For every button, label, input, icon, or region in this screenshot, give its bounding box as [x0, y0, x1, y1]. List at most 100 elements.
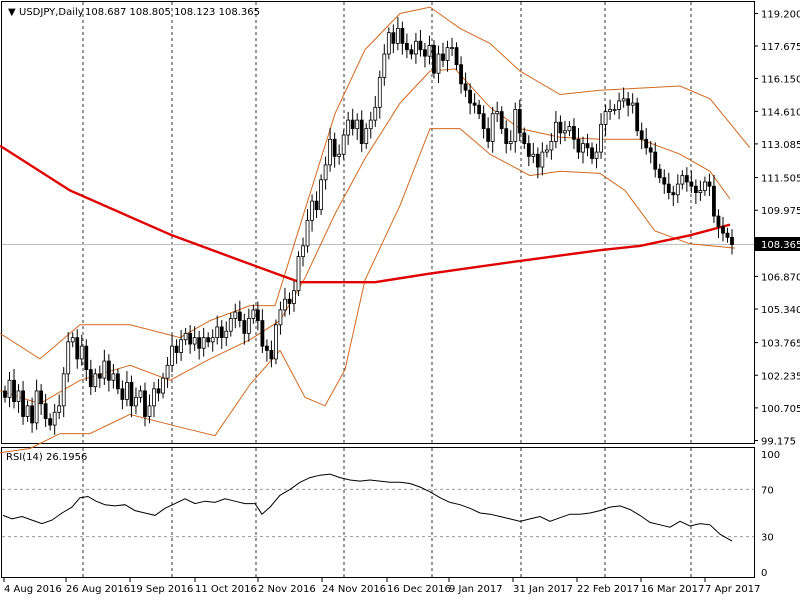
- candle-bearish: [206, 337, 211, 343]
- candle-bearish: [106, 360, 111, 381]
- price-tick-label: 99.175: [761, 437, 796, 448]
- rsi-line: [2, 473, 733, 542]
- candle-bearish: [517, 109, 522, 134]
- candle-bearish: [725, 232, 730, 238]
- candle-bullish: [170, 345, 174, 366]
- candle-bearish: [314, 200, 319, 211]
- candle-bullish: [553, 121, 558, 142]
- price-tick-label: 105.340: [761, 305, 800, 316]
- candle-bullish: [283, 298, 287, 311]
- candle-bullish: [66, 341, 71, 375]
- candle-bearish: [535, 153, 540, 168]
- candle-bullish: [698, 190, 703, 194]
- candle-bearish: [671, 192, 676, 196]
- candle-bullish: [16, 390, 21, 402]
- candle-bearish: [653, 151, 658, 170]
- candle-bullish: [93, 373, 98, 388]
- candle-bullish: [540, 151, 545, 168]
- candle-bearish: [558, 121, 563, 134]
- price-tick-label: 102.235: [761, 371, 800, 382]
- candle-bearish: [400, 28, 405, 44]
- candle-bearish: [693, 185, 698, 194]
- price-tick-label: 116.150: [761, 75, 800, 86]
- candle-bearish: [504, 128, 509, 144]
- candle-bullish: [703, 181, 707, 191]
- candle-bearish: [120, 388, 125, 400]
- candle-bullish: [192, 337, 197, 345]
- time-axis: 4 Aug 2016 26 Aug 2016 19 Sep 2016 11 Oct 2…: [3, 578, 760, 595]
- candle-bullish: [450, 47, 454, 50]
- candle-bearish: [3, 390, 7, 398]
- time-tick-label: 9 Jan 2017: [449, 584, 503, 595]
- candle-bullish: [599, 123, 603, 153]
- candle-bullish: [386, 32, 391, 55]
- candle-bullish: [134, 396, 138, 407]
- rsi-tick-label: 30: [761, 533, 774, 544]
- candle-bearish: [332, 138, 337, 157]
- bollinger-bands: [0, 6, 751, 454]
- candle-bearish: [97, 373, 102, 379]
- price-tick-label: 117.675: [761, 42, 800, 53]
- candle-bearish: [391, 32, 396, 44]
- bollinger-lower-band: [0, 128, 736, 454]
- candle-bullish: [161, 377, 165, 394]
- candle-bearish: [75, 337, 80, 360]
- candle-bullish: [567, 126, 572, 132]
- time-tick-label: 26 Aug 2016: [66, 584, 130, 595]
- candle-bearish: [635, 102, 640, 132]
- candle-bullish: [508, 141, 513, 144]
- rsi-tick-label: 0: [761, 568, 767, 579]
- current-price-label-bg: [755, 237, 800, 251]
- candle-bullish: [490, 113, 495, 142]
- candle-bullish: [111, 373, 116, 381]
- candle-bearish: [30, 405, 34, 424]
- candle-bullish: [549, 141, 554, 151]
- time-tick-label: 19 Sep 2016: [130, 584, 193, 595]
- candle-bearish: [572, 126, 576, 140]
- candle-bullish: [310, 200, 314, 221]
- candle-bullish: [34, 390, 39, 424]
- candle-bearish: [716, 215, 721, 228]
- rsi-axis: 100 70 30 0: [761, 450, 780, 579]
- candle-bearish: [287, 298, 292, 304]
- candle-bullish: [79, 345, 84, 360]
- candle-bearish: [237, 311, 242, 321]
- candle-bullish: [228, 318, 233, 332]
- candle-bearish: [188, 332, 193, 345]
- bollinger-middle-band: [0, 68, 731, 405]
- rsi-tick-label: 70: [761, 485, 774, 496]
- candle-bullish: [246, 318, 251, 334]
- price-tick-label: 100.705: [761, 404, 800, 415]
- candle-bullish: [305, 219, 310, 247]
- candle-bearish: [481, 113, 486, 130]
- candle-bearish: [39, 390, 44, 405]
- time-tick-label: 16 Dec 2016: [387, 584, 451, 595]
- candle-bearish: [486, 128, 491, 142]
- candle-bearish: [454, 47, 459, 66]
- rsi-tick-label: 100: [761, 450, 780, 461]
- header-ohlc: 108.687 108.805 108.123 108.365: [85, 7, 260, 18]
- candle-bullish: [680, 175, 685, 185]
- candle-bullish: [7, 379, 12, 398]
- candle-bullish: [215, 326, 220, 339]
- candle-bearish: [657, 168, 662, 179]
- candle-bullish: [201, 337, 206, 349]
- candle-bearish: [432, 45, 436, 74]
- price-tick-label: 106.870: [761, 272, 800, 283]
- candle-bullish: [608, 109, 612, 112]
- candle-bullish: [52, 411, 57, 426]
- rsi-level-lines: [2, 488, 754, 538]
- price-tick-label: 114.610: [761, 107, 800, 118]
- rsi-title: RSI(14) 26.1956: [6, 452, 87, 463]
- candle-bearish: [242, 320, 247, 334]
- candle-bullish: [165, 364, 170, 379]
- candle-bullish: [125, 381, 129, 400]
- time-tick-label: 22 Feb 2017: [577, 584, 639, 595]
- candle-bullish: [630, 102, 635, 106]
- price-panel-frame: [1, 1, 755, 444]
- candle-bullish: [278, 309, 283, 326]
- candle-bullish: [368, 119, 373, 130]
- candle-bearish: [129, 381, 134, 407]
- candle-bearish: [730, 236, 734, 245]
